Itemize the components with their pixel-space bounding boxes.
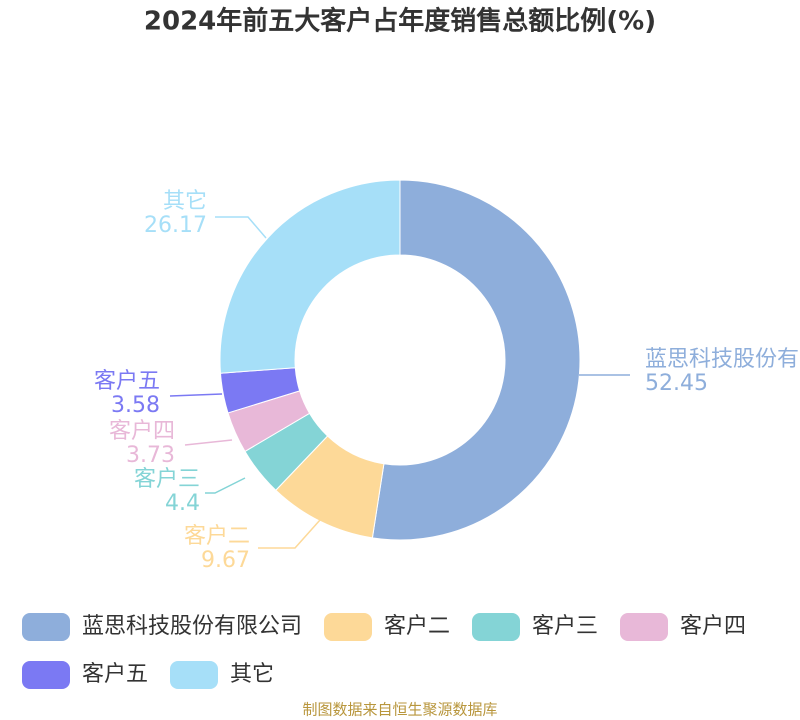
legend-swatch — [472, 613, 520, 641]
legend-label: 客户三 — [532, 614, 598, 639]
slice-label: 客户二 — [184, 524, 250, 549]
slice-value: 52.45 — [645, 371, 708, 396]
slice-label: 客户四 — [109, 419, 175, 444]
legend-swatch — [22, 613, 70, 641]
legend-swatch — [620, 613, 668, 641]
leader-line — [215, 216, 267, 239]
donut-slice — [219, 179, 401, 374]
legend-label: 其它 — [230, 662, 274, 687]
legend-label: 蓝思科技股份有限公司 — [82, 614, 302, 639]
slice-value: 26.17 — [144, 213, 207, 238]
donut-slice — [371, 179, 581, 541]
slice-value: 3.73 — [126, 443, 175, 468]
legend-label: 客户四 — [680, 614, 746, 639]
leader-line — [184, 439, 233, 446]
legend-swatch — [22, 661, 70, 689]
leader-line — [169, 393, 223, 397]
slice-label: 其它 — [163, 189, 207, 214]
leader-line — [205, 477, 246, 494]
slice-label: 蓝思科技股份有限公司 — [645, 347, 800, 372]
leader-line — [258, 519, 321, 549]
legend-swatch — [170, 661, 218, 689]
slice-value: 3.58 — [111, 393, 160, 418]
legend-label: 客户五 — [82, 662, 148, 687]
chart-title: 2024年前五大客户占年度销售总额比例(%) — [144, 6, 656, 37]
slice-label: 客户五 — [94, 369, 160, 394]
slice-value: 9.67 — [201, 548, 250, 573]
slice-value: 4.4 — [165, 491, 200, 516]
legend-swatch — [324, 613, 372, 641]
legend-label: 客户二 — [384, 614, 450, 639]
source-note: 制图数据来自恒生聚源数据库 — [302, 701, 497, 719]
slice-label: 客户三 — [134, 467, 200, 492]
